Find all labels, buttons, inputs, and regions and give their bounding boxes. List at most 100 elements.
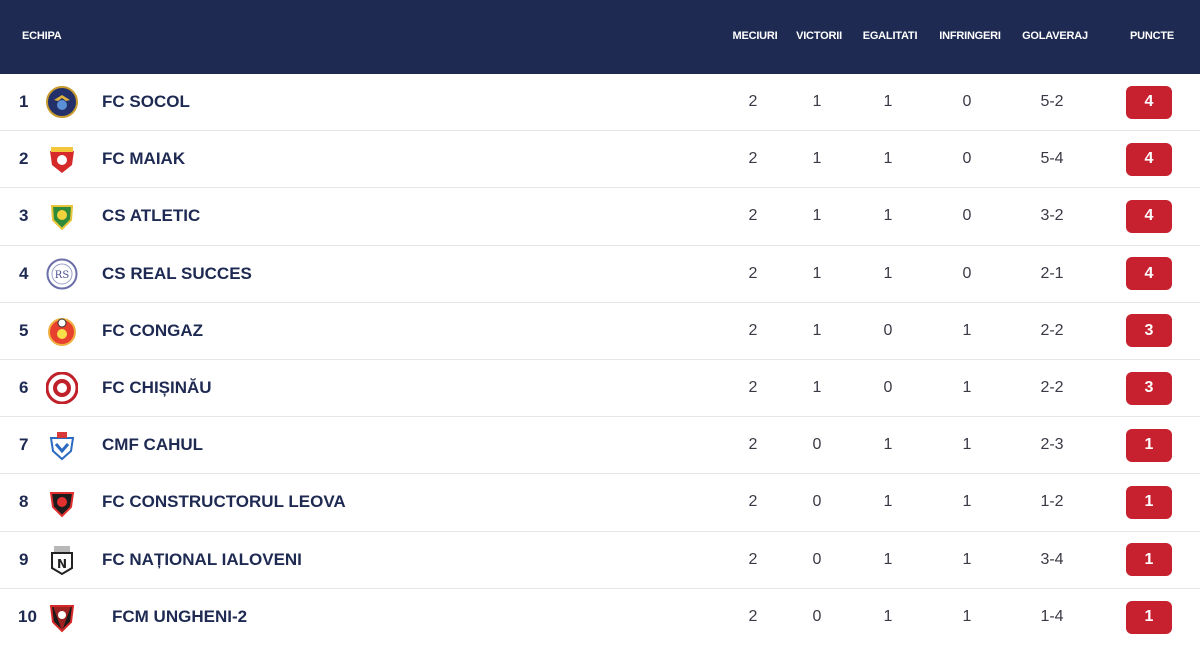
team-name[interactable]: CS REAL SUCCES: [102, 263, 252, 283]
maiak-crest-icon: [46, 143, 78, 175]
wins: 0: [812, 436, 822, 454]
matches-played: 2: [748, 93, 758, 111]
position: 1: [19, 92, 29, 112]
header-team[interactable]: ECHIPA: [22, 30, 62, 42]
matches-played: 2: [748, 264, 758, 282]
losses: 0: [962, 264, 972, 282]
socol-crest-icon: [46, 86, 78, 119]
team-name[interactable]: CS ATLETIC: [102, 206, 201, 226]
matches-played: 2: [748, 436, 758, 454]
losses: 1: [962, 608, 972, 626]
goal-difference: 2-3: [1040, 436, 1064, 454]
header-matches[interactable]: MECIURI: [732, 30, 778, 42]
cahul-crest-icon: [46, 429, 78, 461]
draws: 1: [883, 493, 893, 511]
table-row[interactable]: 7 CMF CAHUL 2 0 1 1 2-3 1: [0, 417, 1200, 475]
draws: 0: [883, 321, 893, 339]
position: 6: [19, 378, 29, 398]
national-crest-icon: N: [46, 544, 78, 576]
position: 10: [18, 607, 37, 627]
team-name[interactable]: FC NAȚIONAL IALOVENI: [102, 549, 302, 569]
position: 4: [19, 263, 29, 283]
wins: 1: [812, 379, 822, 397]
real-succes-crest-icon: RS: [46, 258, 78, 290]
constructorul-crest-icon: [46, 486, 78, 518]
draws: 1: [883, 608, 893, 626]
points-badge: 1: [1126, 543, 1172, 577]
table-row[interactable]: 10 FCM UNGHENI-2 2 0 1 1 1-4 1: [0, 589, 1200, 646]
losses: 1: [962, 379, 972, 397]
points-badge: 1: [1126, 428, 1172, 462]
points-badge: 4: [1126, 142, 1172, 176]
goal-difference: 1-4: [1040, 608, 1064, 626]
points-badge: 1: [1126, 600, 1172, 634]
ungheni-crest-icon: [46, 601, 78, 633]
table-row[interactable]: 1 FC SOCOL 2 1 1 0 5-2 4: [0, 74, 1200, 132]
team-name[interactable]: FC MAIAK: [102, 149, 186, 169]
table-row[interactable]: 9 N FC NAȚIONAL IALOVENI 2 0 1 1 3-4 1: [0, 532, 1200, 589]
table-row[interactable]: 2 FC MAIAK 2 1 1 0 5-4 4: [0, 131, 1200, 189]
wins: 0: [812, 550, 822, 568]
header-draws[interactable]: EGALITATI: [862, 30, 918, 42]
wins: 1: [812, 207, 822, 225]
table-row[interactable]: 4 RS CS REAL SUCCES 2 1 1 0 2-1 4: [0, 246, 1200, 303]
team-name[interactable]: FC SOCOL: [102, 92, 190, 112]
losses: 0: [962, 93, 972, 111]
goal-difference: 5-2: [1040, 93, 1064, 111]
points-badge: 1: [1126, 485, 1172, 519]
matches-played: 2: [748, 379, 758, 397]
position: 8: [19, 492, 29, 512]
header-wins[interactable]: VICTORII: [796, 30, 842, 42]
wins: 1: [812, 321, 822, 339]
header-losses[interactable]: INFRINGERI: [939, 30, 1001, 42]
draws: 1: [883, 207, 893, 225]
matches-played: 2: [748, 493, 758, 511]
team-name[interactable]: FCM UNGHENI-2: [112, 607, 248, 627]
atletic-crest-icon: [46, 200, 78, 232]
losses: 0: [962, 207, 972, 225]
team-name[interactable]: FC CONGAZ: [102, 320, 204, 340]
goal-difference: 5-4: [1040, 150, 1064, 168]
draws: 1: [883, 93, 893, 111]
points-badge: 4: [1126, 199, 1172, 233]
position: 7: [19, 435, 29, 455]
wins: 1: [812, 93, 822, 111]
position: 5: [19, 320, 29, 340]
table-row[interactable]: 8 FC CONSTRUCTORUL LEOVA 2 0 1 1 1-2 1: [0, 474, 1200, 532]
team-name[interactable]: FC CHIȘINĂU: [102, 378, 212, 398]
draws: 1: [883, 436, 893, 454]
header-points[interactable]: PUNCTE: [1129, 30, 1175, 42]
team-name[interactable]: CMF CAHUL: [102, 435, 204, 455]
goal-difference: 3-4: [1040, 550, 1064, 568]
matches-played: 2: [748, 550, 758, 568]
matches-played: 2: [748, 321, 758, 339]
position: 2: [19, 149, 29, 169]
congaz-crest-icon: [46, 315, 78, 347]
table-row[interactable]: 6 FC CHIȘINĂU 2 1 0 1 2-2 3: [0, 360, 1200, 418]
draws: 1: [883, 150, 893, 168]
points-badge: 3: [1126, 371, 1172, 405]
draws: 1: [883, 550, 893, 568]
team-name[interactable]: FC CONSTRUCTORUL LEOVA: [102, 492, 346, 512]
points-badge: 3: [1126, 314, 1172, 348]
wins: 1: [812, 150, 822, 168]
goal-difference: 3-2: [1040, 207, 1064, 225]
goal-difference: 2-1: [1040, 264, 1064, 282]
losses: 0: [962, 150, 972, 168]
points-badge: 4: [1126, 85, 1172, 119]
table-row[interactable]: 5 FC CONGAZ 2 1 0 1 2-2 3: [0, 303, 1200, 360]
losses: 1: [962, 550, 972, 568]
table-row[interactable]: 3 CS ATLETIC 2 1 1 0 3-2 4: [0, 188, 1200, 246]
draws: 1: [883, 264, 893, 282]
svg-text:N: N: [57, 557, 67, 571]
wins: 0: [812, 493, 822, 511]
goal-difference: 2-2: [1040, 379, 1064, 397]
matches-played: 2: [748, 207, 758, 225]
header-goal-diff[interactable]: GOLAVERAJ: [1022, 30, 1088, 42]
chisinau-crest-icon: [46, 372, 78, 405]
losses: 1: [962, 321, 972, 339]
wins: 1: [812, 264, 822, 282]
losses: 1: [962, 493, 972, 511]
table-header: ECHIPA MECIURI VICTORII EGALITATI INFRIN…: [0, 0, 1200, 74]
